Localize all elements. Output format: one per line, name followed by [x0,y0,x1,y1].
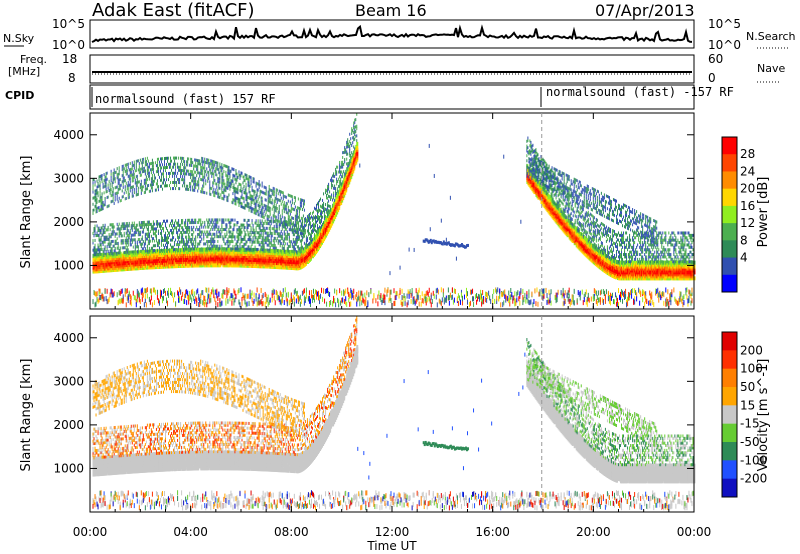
freq-panel: Freq. [MHz] 18 8 60 0 Nave [8,52,785,85]
nsky-trace [92,27,692,42]
power-ytick-label: 1000 [53,258,84,272]
power-colorbar-swatch [722,240,737,258]
velocity-colorbar-tick: 15 [740,398,755,412]
power-colorbar-swatch [722,275,737,293]
power-echoes [93,113,696,308]
velocity-colorbar-swatch [722,424,737,443]
freq-tick-bottom: 8 [68,71,76,85]
power-ylabel: Slant Range [km] [19,156,34,269]
power-ytick-label: 2000 [53,215,84,229]
freq-tick-top: 18 [62,52,77,66]
power-colorbar-tick: 8 [740,233,748,247]
power-colorbar-swatch [722,137,737,155]
nsearch-tick-bottom: 10^0 [708,38,741,52]
cpid-segment-1: normalsound (fast) 157 RF [95,92,276,106]
power-colorbar-tick: 12 [740,216,755,230]
power-ytick-label: 4000 [53,128,84,142]
date-label: 07/Apr/2013 [595,1,695,20]
velocity-ytick-label: 4000 [53,331,84,345]
power-colorbar-swatch [722,206,737,224]
x-tick-label: 12:00 [375,525,410,539]
nsky-tick-bottom: 10^0 [52,38,85,52]
nsky-panel: N.Sky 10^5 10^0 10^5 10^0 N.Search [3,17,796,52]
velocity-echoes [93,316,696,511]
power-colorbar-tick: 28 [740,147,755,161]
x-tick-label: 20:00 [576,525,611,539]
velocity-colorbar-swatch [722,350,737,369]
nave-tick-bottom: 0 [708,71,716,85]
nsky-label: N.Sky [3,32,35,45]
power-colorbar-swatch [722,171,737,189]
velocity-colorbar-swatch [722,460,737,479]
power-colorbar-swatch [722,189,737,207]
nsearch-label: N.Search [746,30,796,43]
velocity-colorbar-swatch [722,332,737,351]
velocity-colorbar-tick: 200 [740,343,763,357]
power-colorbar-tick: 20 [740,182,755,196]
velocity-colorbar-swatch [722,387,737,406]
power-ytick-label: 3000 [53,171,84,185]
power-colorbar-tick: 24 [740,164,755,178]
velocity-ytick-label: 2000 [53,418,84,432]
x-tick-label: 16:00 [475,525,510,539]
freq-unit: [MHz] [8,65,40,78]
power-colorbar-swatch [722,223,737,241]
x-axis-label: Time UT [366,539,417,553]
velocity-colorbar-tick: -200 [740,472,767,486]
velocity-ytick-label: 3000 [53,374,84,388]
power-panel: 1000 2000 3000 4000 Slant Range [km] 28 24 20… [19,113,771,309]
velocity-colorbar-tick: 50 [740,380,755,394]
nsky-tick-top: 10^5 [52,17,85,31]
station-title: Adak East (fitACF) [92,0,255,21]
power-colorbar-swatch [722,258,737,276]
velocity-ytick-label: 1000 [53,461,84,475]
beam-label: Beam 16 [355,1,427,20]
power-colorbar-swatch [722,154,737,172]
power-colorbar-tick: 4 [740,251,748,265]
x-tick-label: 04:00 [173,525,208,539]
x-tick-label: 00:00 [677,525,712,539]
velocity-colorbar-swatch [722,369,737,388]
nave-label: Nave [757,62,785,75]
cpid-label: CPID [5,89,34,102]
nave-tick-top: 60 [708,52,723,66]
velocity-colorbar-swatch [722,479,737,498]
power-colorbar-label: Power [dB] [756,177,771,248]
cpid-panel: CPID normalsound (fast) 157 RF normalsou… [5,85,734,109]
velocity-colorbar-swatch [722,442,737,461]
x-tick-label: 00:00 [73,525,108,539]
cpid-segment-2: normalsound (fast) -157 RF [546,85,734,99]
x-tick-label: 08:00 [274,525,309,539]
power-colorbar-tick: 16 [740,199,755,213]
velocity-ylabel: Slant Range [km] [19,359,34,472]
velocity-colorbar-label: Velocity [m s^-1] [756,359,771,472]
nsearch-tick-top: 10^5 [708,17,741,31]
velocity-colorbar-swatch [722,405,737,424]
